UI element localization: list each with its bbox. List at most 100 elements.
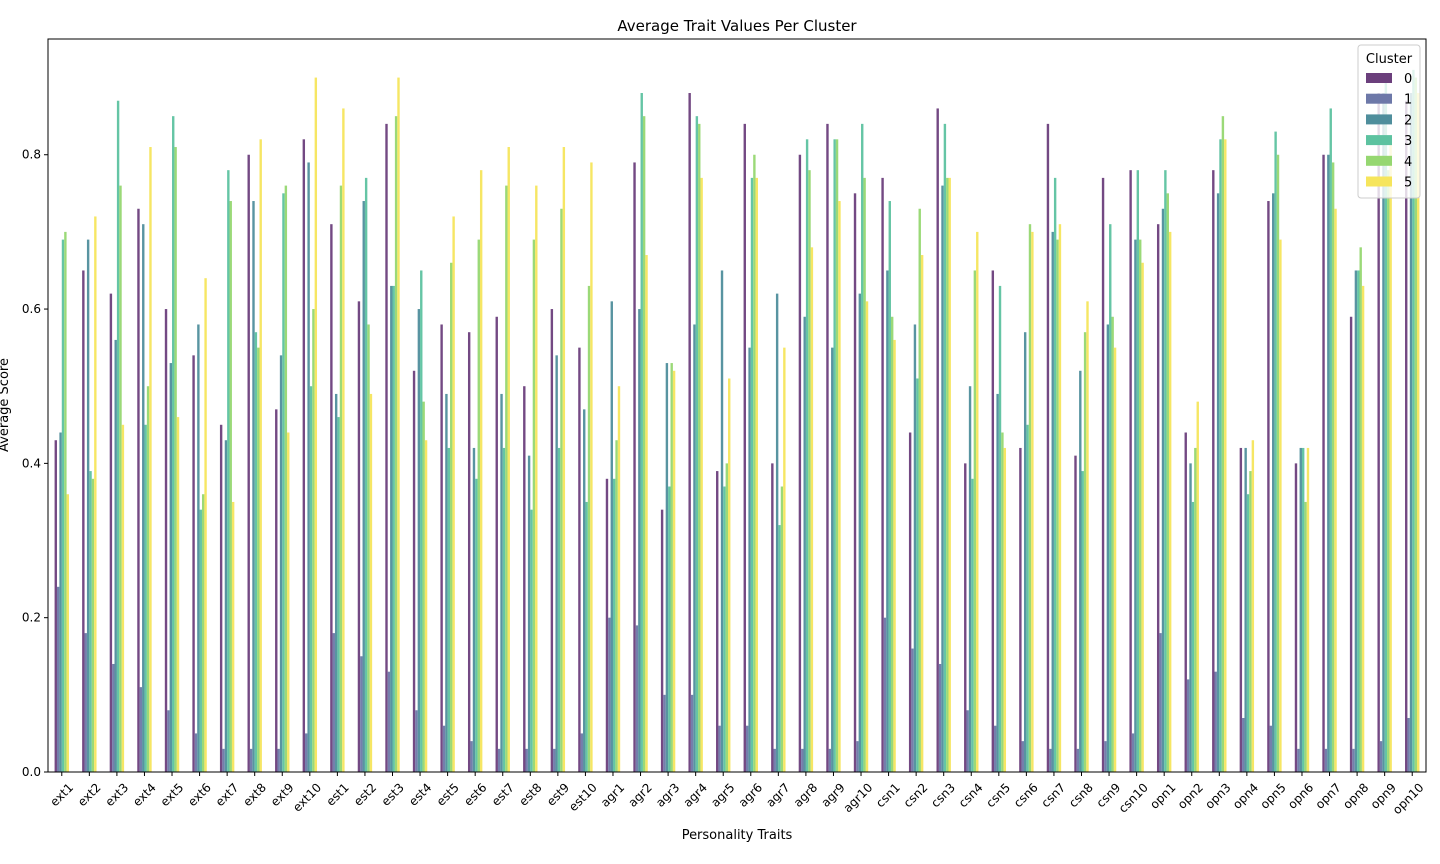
bar-est7-cluster-1 (497, 748, 501, 772)
bar-est9-cluster-2 (555, 355, 558, 772)
bar-ext7-cluster-1 (222, 748, 225, 772)
bar-agr9-cluster-1 (828, 748, 832, 772)
bar-csn7-cluster-3 (1053, 177, 1057, 772)
bar-csn10-cluster-5 (1141, 262, 1144, 772)
bar-csn5-cluster-1 (994, 725, 997, 772)
bar-ext4-cluster-3 (144, 424, 147, 772)
bar-opn10-cluster-2 (1409, 93, 1413, 772)
bar-ext10-cluster-5 (314, 77, 318, 772)
bar-csn1-cluster-1 (883, 617, 887, 772)
bar-agr9-cluster-0 (826, 123, 829, 773)
bar-csn2-cluster-0 (908, 432, 912, 772)
bar-ext5-cluster-0 (164, 309, 168, 772)
bar-est2-cluster-4 (367, 324, 370, 772)
bar-ext10-cluster-3 (309, 386, 313, 772)
bar-ext10-cluster-0 (302, 139, 306, 772)
bar-csn4-cluster-2 (968, 386, 972, 772)
bar-est3-cluster-5 (397, 77, 400, 772)
bar-ext10-cluster-1 (305, 733, 308, 772)
bar-opn7-cluster-0 (1322, 154, 1325, 773)
bar-opn4-cluster-5 (1251, 440, 1255, 772)
y-tick-label: 0.8 (22, 148, 41, 162)
bar-opn5-cluster-2 (1272, 193, 1275, 772)
bar-agr1-cluster-3 (612, 478, 616, 772)
bar-opn2-cluster-3 (1191, 501, 1195, 772)
y-axis: 0.0 0.2 0.4 0.6 0.8 (22, 148, 48, 779)
bar-opn5-cluster-5 (1279, 239, 1282, 773)
legend-swatch-cluster-0 (1366, 73, 1392, 83)
bar-est2-cluster-2 (362, 201, 365, 772)
legend-label-cluster-3: 3 (1404, 134, 1412, 149)
bar-agr9-cluster-3 (833, 139, 836, 772)
legend-label-cluster-2: 2 (1404, 113, 1412, 128)
bar-agr3-cluster-3 (668, 486, 671, 772)
bar-est8-cluster-5 (535, 185, 538, 773)
y-axis-label: Average Score (0, 358, 12, 452)
bar-csn10-cluster-3 (1136, 170, 1140, 773)
bar-opn10-cluster-5 (1417, 93, 1420, 772)
bar-agr10-cluster-4 (863, 177, 866, 772)
legend-label-cluster-5: 5 (1404, 176, 1412, 191)
bar-opn9-cluster-5 (1389, 139, 1392, 772)
bar-csn7-cluster-2 (1051, 231, 1054, 772)
x-tick-label: agr4 (681, 780, 710, 809)
x-tick-label: ext5 (158, 780, 187, 809)
bar-csn3-cluster-2 (941, 185, 944, 773)
bar-opn7-cluster-5 (1334, 208, 1337, 772)
bar-ext7-cluster-4 (229, 201, 232, 772)
bar-ext5-cluster-3 (172, 116, 175, 772)
bar-agr7-cluster-5 (783, 347, 786, 772)
legend-label-cluster-0: 0 (1404, 72, 1412, 87)
bar-csn5-cluster-5 (1003, 447, 1007, 772)
x-tick-label: est10 (566, 780, 600, 814)
x-tick-label: ext4 (130, 780, 159, 809)
bar-est4-cluster-0 (412, 370, 416, 772)
bar-opn6-cluster-3 (1301, 447, 1305, 772)
legend-items: 0 1 2 3 4 5 (1366, 72, 1412, 191)
x-tick-label: opn1 (1147, 780, 1178, 811)
bar-ext9-cluster-5 (287, 432, 290, 772)
bar-opn1-cluster-3 (1164, 170, 1167, 773)
x-tick-label: opn3 (1202, 780, 1233, 811)
bar-opn8-cluster-2 (1354, 270, 1358, 772)
bar-opn3-cluster-1 (1214, 671, 1217, 772)
legend-title: Cluster (1366, 52, 1413, 67)
bar-csn10-cluster-2 (1134, 239, 1137, 773)
bar-csn2-cluster-5 (920, 255, 924, 773)
bar-ext5-cluster-5 (176, 417, 180, 772)
y-tick-label: 0.6 (22, 302, 41, 316)
plot-frame (47, 38, 1427, 773)
x-tick-label: est5 (434, 780, 462, 808)
bar-opn1-cluster-2 (1161, 208, 1165, 772)
bar-est9-cluster-3 (557, 447, 561, 772)
bar-csn7-cluster-4 (1056, 239, 1059, 773)
bar-ext4-cluster-1 (139, 687, 143, 772)
bar-csn3-cluster-3 (943, 123, 947, 773)
bar-agr1-cluster-4 (615, 440, 618, 772)
bar-est5-cluster-0 (440, 324, 443, 772)
bar-est5-cluster-4 (450, 262, 453, 772)
bar-agr3-cluster-4 (670, 363, 673, 772)
bar-agr8-cluster-5 (810, 247, 814, 772)
bar-est7-cluster-0 (495, 316, 498, 772)
bar-agr3-cluster-0 (660, 509, 664, 772)
bar-est5-cluster-2 (445, 393, 448, 772)
bar-csn10-cluster-4 (1139, 239, 1142, 773)
bar-ext5-cluster-1 (167, 710, 170, 772)
bar-opn3-cluster-5 (1224, 139, 1227, 772)
x-tick-label: agr1 (598, 780, 627, 809)
bar-ext8-cluster-2 (252, 201, 255, 772)
bar-ext8-cluster-1 (249, 748, 253, 772)
bar-ext2-cluster-4 (91, 478, 95, 772)
bar-opn6-cluster-4 (1304, 501, 1307, 772)
bar-ext10-cluster-4 (312, 309, 315, 772)
legend-swatch-cluster-5 (1366, 176, 1392, 187)
x-tick-label: ext7 (213, 780, 242, 809)
bar-agr7-cluster-1 (773, 748, 776, 772)
x-tick-label: opn6 (1285, 780, 1316, 811)
x-tick-label: est1 (323, 780, 351, 808)
legend-swatch-cluster-1 (1366, 93, 1392, 104)
x-tick-label: opn10 (1390, 780, 1427, 817)
bar-opn4-cluster-1 (1242, 717, 1245, 772)
bar-ext7-cluster-0 (219, 424, 223, 772)
